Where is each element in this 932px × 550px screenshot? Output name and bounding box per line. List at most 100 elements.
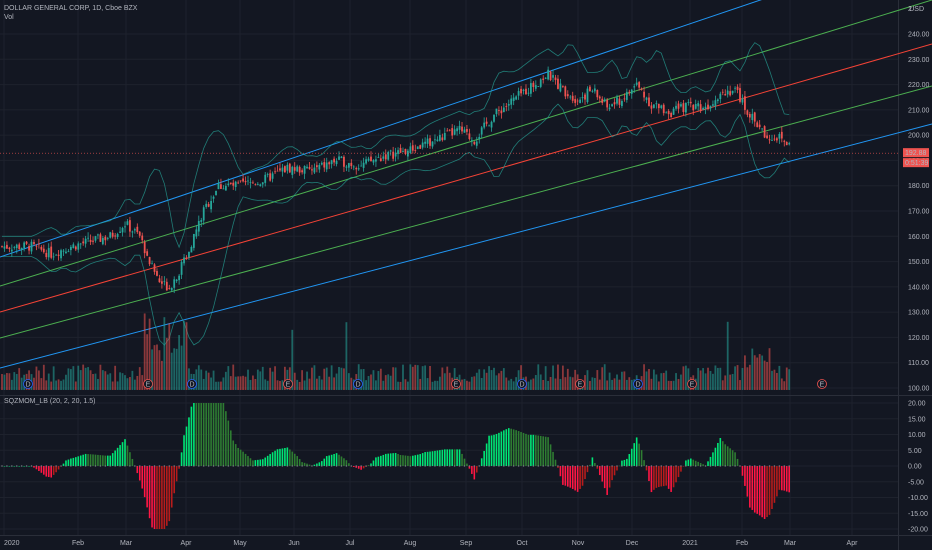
event-marker-icon <box>817 379 827 389</box>
volume-bar <box>387 374 390 390</box>
candle-body <box>30 241 33 252</box>
time-tick-label: Jul <box>346 540 355 547</box>
candle-body <box>79 243 82 245</box>
candle-body <box>372 160 375 163</box>
volume-bar <box>761 355 764 390</box>
oscillator-bar <box>340 456 343 466</box>
candle-body <box>215 190 217 196</box>
volume-bar <box>247 369 249 390</box>
oscillator-bar <box>217 403 220 466</box>
squeeze-dot <box>50 465 52 467</box>
volume-bar <box>680 374 682 390</box>
oscillator-bar <box>175 466 178 482</box>
candle-body <box>554 77 557 81</box>
squeeze-dot <box>468 465 471 467</box>
oscillator-bar <box>79 455 82 466</box>
event-marker-label: E <box>578 382 583 389</box>
squeeze-dot <box>365 465 367 467</box>
oscillator-bar <box>104 455 107 466</box>
oscillator-bar <box>557 466 559 468</box>
oscillator-bar <box>3 466 6 467</box>
volume-bar <box>739 380 741 390</box>
oscillator-bar <box>370 463 372 466</box>
oscillator-bar <box>426 451 429 466</box>
volume-bar <box>470 376 473 390</box>
oscillator-bar <box>714 447 717 466</box>
oscillator-bar <box>436 450 439 466</box>
volume-bar <box>542 379 545 390</box>
oscillator-bar <box>431 451 434 466</box>
candle-body <box>35 245 38 247</box>
oscillator-bar <box>279 448 281 466</box>
candle-body <box>448 129 451 131</box>
candle-body <box>584 94 586 100</box>
candle-body <box>50 246 53 258</box>
oscillator-bar <box>444 449 446 466</box>
oscillator-bar <box>721 441 724 466</box>
oscillator-bar <box>598 466 601 476</box>
volume-bar <box>564 377 567 390</box>
oscillator-bar <box>414 455 417 466</box>
candle-body <box>343 156 345 167</box>
candle-body <box>77 243 80 250</box>
oscillator-bar <box>244 453 247 466</box>
candle-body <box>517 91 520 96</box>
volume-bar <box>315 378 318 390</box>
oscillator-bar <box>210 403 212 466</box>
candle-body <box>291 166 294 175</box>
candle-body <box>662 104 665 114</box>
candle-body <box>143 241 146 254</box>
candle-body <box>682 103 685 112</box>
squeeze-dot <box>70 465 72 467</box>
oscillator-bar <box>8 466 11 467</box>
oscillator-bar <box>781 466 783 491</box>
candle-body <box>576 100 579 102</box>
candle-body <box>581 97 584 99</box>
candle-body <box>655 103 658 105</box>
oscillator-bar <box>505 429 508 466</box>
squeeze-dot <box>429 465 431 467</box>
oscillator-bar <box>412 455 414 466</box>
volume-bar <box>490 370 493 390</box>
event-marker-icon <box>451 379 461 389</box>
volume-bar <box>461 379 463 390</box>
oscillator-bar <box>756 466 759 514</box>
candle-body <box>719 93 722 99</box>
time-tick-label: Sep <box>460 540 473 547</box>
oscillator-bar <box>753 466 756 513</box>
squeeze-dot <box>301 465 303 467</box>
oscillator-bar <box>106 455 109 466</box>
oscillator-bar <box>653 466 655 490</box>
volume-bar <box>237 376 240 390</box>
candle-body <box>648 97 650 107</box>
candle-body <box>744 96 746 110</box>
volume-bar <box>141 375 144 390</box>
oscillator-bar <box>338 454 340 466</box>
squeeze-dot <box>586 465 589 467</box>
squeeze-dot <box>424 465 426 467</box>
candle-body <box>271 173 274 179</box>
oscillator-bar <box>623 459 626 466</box>
candle-body <box>510 98 513 105</box>
squeeze-dot <box>503 465 505 467</box>
oscillator-bar <box>252 460 254 466</box>
candle-body <box>660 105 663 108</box>
candle-body <box>561 85 564 87</box>
oscillator-bar <box>82 454 84 466</box>
candle-body <box>596 90 599 98</box>
candle-body <box>131 231 134 233</box>
oscillator-bar <box>475 466 478 473</box>
volume-bar <box>468 381 471 390</box>
oscillator-bar <box>466 463 468 466</box>
candle-body <box>57 254 60 256</box>
volume-bar <box>453 368 456 390</box>
oscillator-bar <box>38 466 40 471</box>
squeeze-dot <box>286 465 289 467</box>
oscillator-bar <box>92 454 94 466</box>
oscillator-bar <box>119 445 121 466</box>
candle-body <box>748 114 751 118</box>
candle-body <box>672 108 675 115</box>
candle-body <box>227 183 230 185</box>
volume-bar <box>783 381 786 390</box>
